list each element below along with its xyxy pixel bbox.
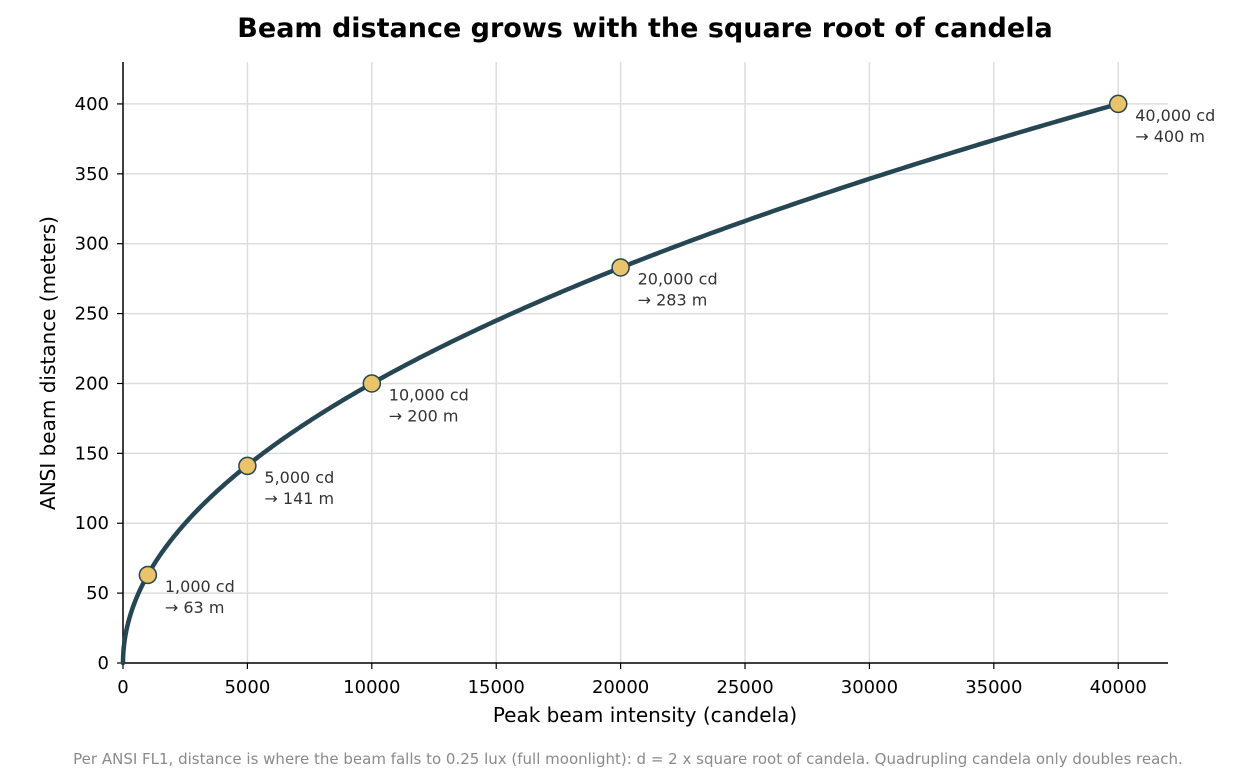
footnote: Per ANSI FL1, distance is where the beam… — [73, 750, 1183, 768]
y-tick-label: 50 — [86, 583, 109, 604]
point-label-distance: → 141 m — [264, 489, 334, 508]
chart-title: Beam distance grows with the square root… — [237, 13, 1052, 44]
point-label-distance: → 400 m — [1135, 127, 1205, 146]
point-label-candela: 5,000 cd — [264, 468, 334, 487]
x-tick-label: 40000 — [1090, 677, 1147, 698]
x-tick-label: 25000 — [716, 677, 773, 698]
y-tick-label: 400 — [75, 94, 109, 115]
point-label-candela: 1,000 cd — [165, 577, 235, 596]
gridlines — [123, 62, 1168, 663]
data-point — [611, 258, 630, 277]
tick-labels: 0 5000 10000 15000 20000 25000 30000 35000 40000… — [75, 94, 1147, 698]
y-tick-label: 150 — [75, 443, 109, 464]
point-label-distance: → 200 m — [389, 406, 459, 425]
point-label-candela: 40,000 cd — [1135, 106, 1215, 125]
y-tick-label: 350 — [75, 164, 109, 185]
point-label-candela: 10,000 cd — [389, 385, 469, 404]
data-point — [1108, 94, 1128, 114]
data-point — [238, 456, 257, 476]
point-label-distance: → 63 m — [165, 598, 225, 617]
y-tick-label: 100 — [75, 513, 109, 534]
x-tick-label: 5000 — [224, 677, 270, 698]
x-axis-label: Peak beam intensity (candela) — [493, 703, 797, 727]
x-tick-label: 30000 — [841, 677, 898, 698]
x-tick-label: 10000 — [343, 677, 400, 698]
data-point — [138, 565, 158, 585]
point-labels: 1,000 cd → 63 m 5,000 cd → 141 m 10,000 cd → … — [165, 106, 1215, 617]
point-label-distance: → 283 m — [638, 290, 708, 309]
point-label-candela: 20,000 cd — [638, 269, 718, 288]
x-tick-label: 20000 — [592, 677, 649, 698]
x-tick-label: 0 — [117, 677, 128, 698]
y-tick-label: 200 — [75, 373, 109, 394]
axes — [117, 62, 1168, 669]
y-axis-label: ANSI beam distance (meters) — [36, 216, 60, 510]
points-layer — [138, 94, 1128, 585]
x-tick-label: 35000 — [965, 677, 1022, 698]
y-tick-label: 0 — [98, 653, 109, 674]
x-tick-label: 15000 — [468, 677, 525, 698]
y-tick-label: 250 — [75, 304, 109, 325]
data-point — [362, 374, 382, 393]
y-tick-label: 300 — [75, 234, 109, 255]
